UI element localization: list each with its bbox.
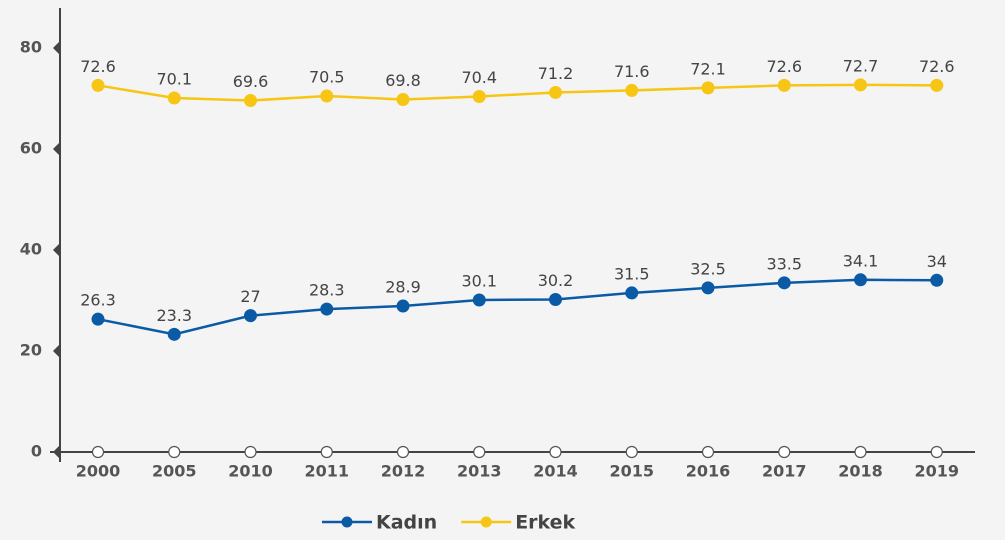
y-tick-label: 20: [20, 341, 42, 360]
value-label: 71.6: [614, 62, 650, 81]
y-tick: [53, 344, 60, 358]
value-label: 72.6: [919, 57, 955, 76]
y-tick-label: 0: [31, 442, 42, 461]
value-label: 27: [240, 287, 260, 306]
point: [167, 91, 181, 105]
point: [167, 327, 181, 341]
x-tick: [473, 445, 486, 459]
x-tick: [244, 445, 257, 459]
value-label: 30.1: [461, 271, 497, 290]
point: [472, 293, 486, 307]
y-tick-label: 80: [20, 38, 42, 57]
x-tick: [625, 445, 638, 459]
x-tick-label: 2018: [838, 462, 883, 481]
x-tick-label: 2014: [533, 462, 578, 481]
y-tick: [53, 142, 60, 156]
value-label: 26.3: [80, 291, 116, 310]
point: [472, 89, 486, 103]
value-label: 72.6: [766, 57, 802, 76]
value-label: 28.9: [385, 278, 421, 297]
x-tick: [701, 445, 715, 459]
y-tick-label: 40: [20, 240, 42, 259]
x-tick: [168, 445, 181, 459]
legend-marker: [480, 516, 492, 528]
point: [701, 81, 715, 95]
x-tick: [549, 445, 562, 459]
value-label: 70.4: [461, 68, 497, 87]
x-tick: [930, 445, 943, 459]
point: [701, 281, 715, 295]
point: [320, 89, 334, 103]
x-tick-label: 2012: [381, 462, 426, 481]
value-label: 69.6: [233, 72, 269, 91]
y-tick: [53, 445, 60, 459]
point: [549, 292, 562, 306]
value-label: 70.1: [156, 69, 192, 88]
value-label: 71.2: [538, 64, 574, 83]
point: [91, 312, 105, 326]
point: [396, 299, 410, 313]
x-tick-label: 2011: [304, 462, 349, 481]
point: [244, 94, 257, 108]
point: [625, 286, 639, 300]
x-tick-label: 2010: [228, 462, 273, 481]
value-label: 34.1: [843, 251, 879, 270]
x-tick: [778, 445, 791, 459]
value-label: 34: [927, 252, 947, 271]
x-tick-label: 2013: [457, 462, 502, 481]
point: [854, 78, 867, 92]
point: [625, 83, 639, 97]
point: [91, 78, 105, 92]
legend-label: Erkek: [515, 512, 575, 534]
y-tick: [53, 41, 60, 55]
value-label: 33.5: [766, 254, 802, 273]
value-label: 31.5: [614, 264, 650, 283]
x-tick-label: 2000: [76, 462, 121, 481]
x-tick-label: 2005: [152, 462, 197, 481]
point: [930, 78, 944, 92]
x-tick: [320, 445, 333, 459]
point: [777, 276, 791, 290]
x-tick-label: 2015: [609, 462, 654, 481]
x-tick: [396, 445, 410, 459]
line: [97, 83, 937, 102]
value-label: 70.5: [309, 67, 345, 86]
value-label: 72.1: [690, 59, 726, 78]
point: [320, 302, 334, 316]
point: [930, 273, 944, 287]
x-tick-label: 2016: [686, 462, 731, 481]
point: [854, 273, 867, 287]
line: [97, 278, 937, 336]
value-label: 72.7: [843, 56, 879, 75]
x-tick: [854, 445, 867, 459]
point: [244, 309, 257, 323]
value-label: 28.3: [309, 281, 345, 300]
x-tick-label: 2019: [914, 462, 959, 481]
x-tick-label: 2017: [762, 462, 807, 481]
point: [549, 85, 562, 99]
legend-marker: [341, 516, 353, 528]
point: [396, 93, 410, 107]
legend-label: Kadın: [376, 512, 437, 534]
value-label: 23.3: [156, 306, 192, 325]
value-label: 72.6: [80, 57, 116, 76]
value-label: 69.8: [385, 71, 421, 90]
x-tick: [91, 445, 105, 459]
y-tick-label: 60: [20, 139, 42, 158]
value-label: 32.5: [690, 259, 726, 278]
value-label: 30.2: [538, 271, 574, 290]
y-tick: [53, 243, 60, 257]
point: [777, 78, 791, 92]
